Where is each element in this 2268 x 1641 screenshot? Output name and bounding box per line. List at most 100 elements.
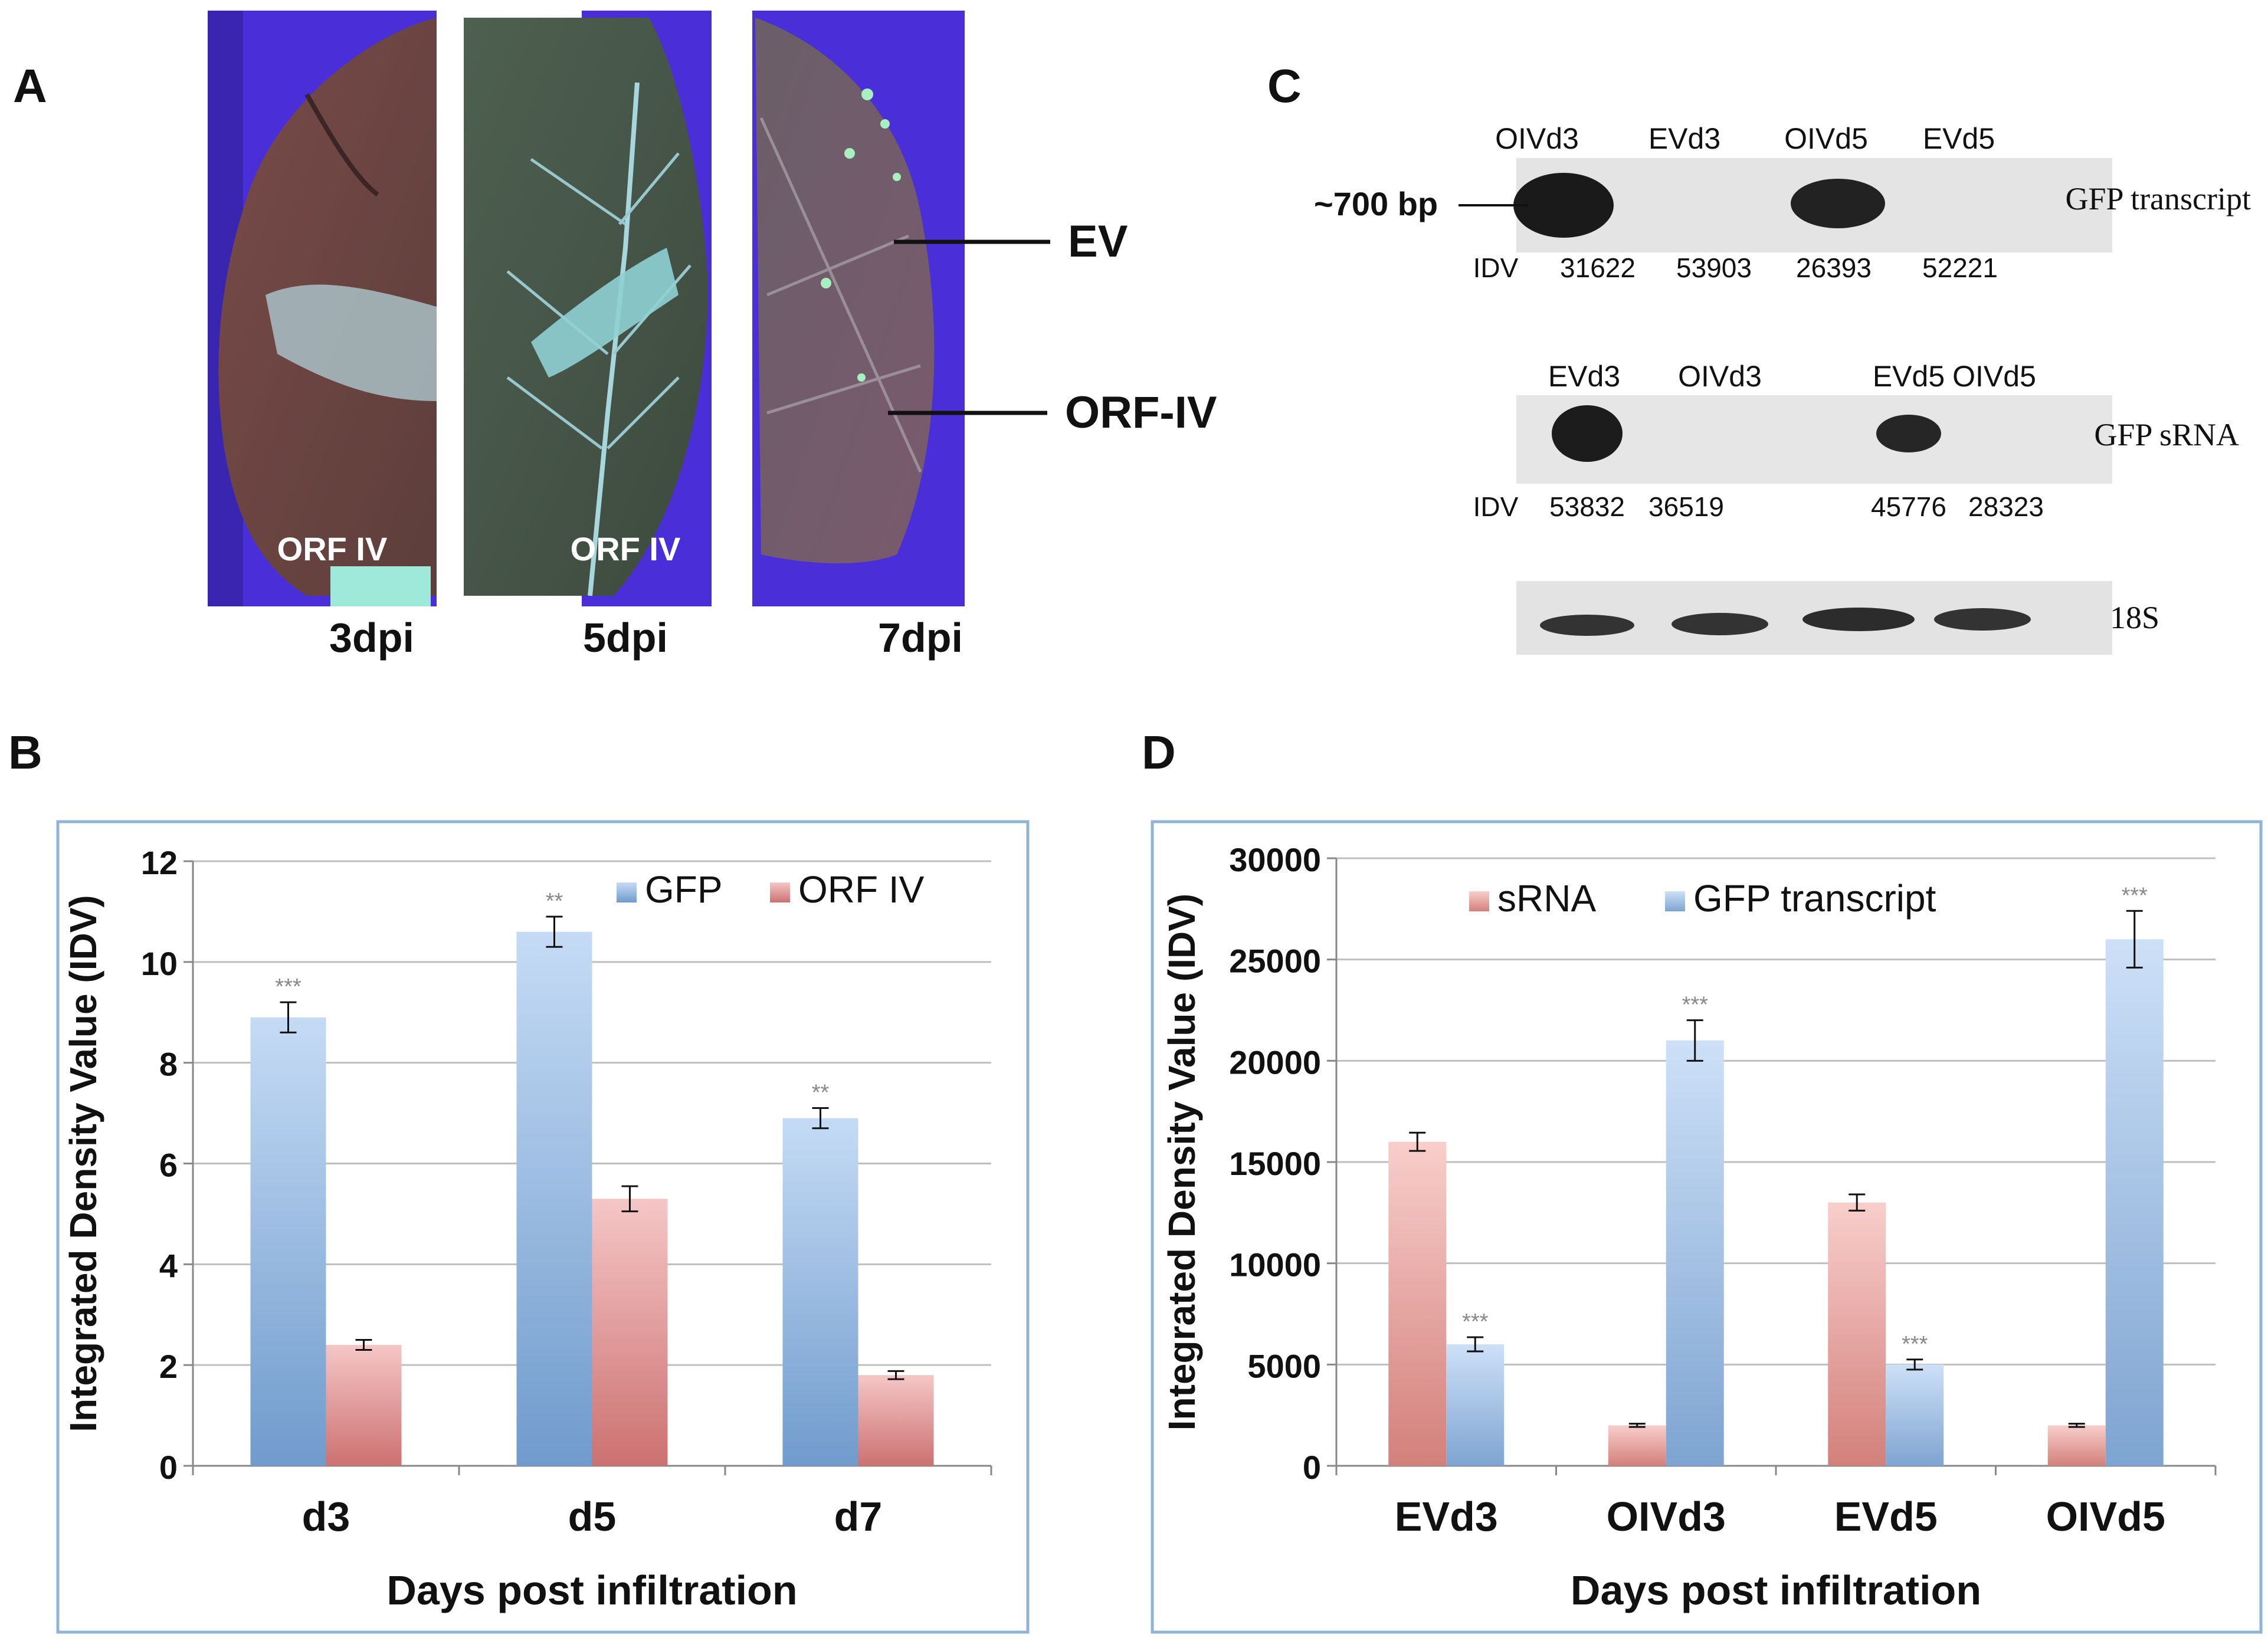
blot3-band-1 (1540, 615, 1634, 636)
blot1-band-1 (1513, 173, 1614, 238)
d-ytick-label: 5000 (1247, 1347, 1321, 1384)
chart-b: 0 2 4 6 8 10 12 d3 *** d5 ** d7 ** Days post infiltra… (56, 820, 1030, 1634)
d-bar-srna (1608, 1425, 1666, 1466)
b-ytick-label: 12 (141, 844, 178, 881)
b-significance-mark: ** (812, 1081, 830, 1105)
d-bar-srna (1828, 1202, 1886, 1466)
d-ytick-label: 30000 (1229, 841, 1321, 878)
b-bar-orf-iv (592, 1199, 668, 1466)
blot1-lane-3: OIVd5 (1784, 122, 1868, 155)
blot1-idv-3: 26393 (1796, 252, 1872, 283)
ev-annotation: EV (1068, 216, 1128, 267)
b-bar-gfp (250, 1017, 326, 1466)
blot2-right-label: GFP sRNA (2094, 417, 2239, 452)
blot3-right-label: 18S (2110, 600, 2159, 635)
blot2-idv-3: 45776 (1871, 491, 1946, 522)
d-legend-label: GFP transcript (1693, 877, 1936, 920)
blot3-band-4 (1934, 608, 2031, 631)
blot1-band-3 (1791, 179, 1885, 228)
d-legend-swatch (1665, 891, 1685, 911)
d-ytick-label: 15000 (1229, 1145, 1321, 1182)
b-y-axis-title: Integrated Density Value (IDV) (62, 895, 104, 1432)
blot1-lane-1: OIVd3 (1495, 122, 1579, 155)
b-legend-swatch (770, 882, 790, 902)
d-significance-mark: *** (1682, 993, 1709, 1018)
d-category-label: OIVd3 (1607, 1494, 1726, 1540)
leaf-7dpi (752, 11, 965, 606)
blot2-lane-3: EVd5 (1873, 360, 1945, 393)
b-ytick-label: 4 (159, 1247, 178, 1284)
panel-b-letter: B (8, 726, 42, 779)
b-legend-label: ORF IV (798, 868, 925, 911)
d-legend-label: sRNA (1497, 877, 1596, 920)
b-significance-mark: *** (275, 974, 301, 999)
b-category-label: d7 (834, 1494, 883, 1540)
blot2-idv-4: 28323 (1968, 491, 2044, 522)
blot1-right-label: GFP transcript (2066, 181, 2251, 216)
blot2-lane-4: OIVd5 (1952, 360, 2036, 393)
blot1-idv-4: 52221 (1922, 252, 1998, 283)
d-bar-gfp-transcript (1886, 1364, 1944, 1466)
blot1-lane-2: EVd3 (1648, 122, 1720, 155)
b-bar-orf-iv (858, 1375, 934, 1466)
d-significance-mark: *** (2122, 883, 2148, 908)
dpi-label-7: 7dpi (878, 615, 963, 661)
d-x-axis-title: Days post infiltration (1571, 1567, 1981, 1613)
d-bar-gfp-transcript (2105, 939, 2164, 1466)
b-ytick-label: 0 (159, 1449, 178, 1486)
b-ytick-label: 8 (159, 1046, 178, 1083)
dpi-label-3: 3dpi (329, 615, 414, 661)
orf-annotation: ORF-IV (1065, 388, 1217, 438)
panel-a-leaves: ORF IV ORF IV 3dpi 5dpi 7dpi EV ORF-IV (208, 11, 1217, 661)
d-significance-mark: *** (1462, 1309, 1489, 1334)
blot2-band-3 (1876, 415, 1941, 452)
b-bar-gfp (516, 931, 592, 1466)
b-significance-mark: ** (546, 889, 563, 914)
d-ytick-label: 20000 (1229, 1043, 1321, 1081)
blot2-lane-2: OIVd3 (1678, 360, 1762, 393)
b-bar-orf-iv (326, 1345, 402, 1466)
b-category-label: d3 (302, 1494, 350, 1540)
blot1-idv-2: 53903 (1676, 252, 1752, 283)
b-x-axis-title: Days post infiltration (386, 1567, 797, 1613)
leaf-3dpi (208, 11, 437, 606)
b-legend-swatch (617, 882, 637, 902)
d-ytick-label: 25000 (1229, 943, 1321, 980)
d-significance-mark: *** (1902, 1332, 1928, 1357)
leaf-5dpi-label: ORF IV (571, 530, 681, 567)
d-bar-srna (1388, 1141, 1447, 1466)
blot3-band-2 (1671, 613, 1768, 635)
d-category-label: OIVd5 (2046, 1494, 2165, 1540)
d-bar-gfp-transcript (1666, 1041, 1724, 1466)
b-bar-gfp (782, 1118, 858, 1466)
size-marker: ~700 bp (1314, 185, 1438, 222)
panel-a-letter: A (13, 60, 47, 112)
d-category-label: EVd3 (1395, 1494, 1498, 1540)
d-category-label: EVd5 (1834, 1494, 1938, 1540)
blot2-band-1 (1552, 405, 1623, 462)
dpi-label-5: 5dpi (583, 615, 668, 661)
leaf-5dpi (464, 11, 712, 606)
b-ytick-label: 6 (159, 1147, 178, 1184)
leaf-3dpi-label: ORF IV (277, 530, 388, 567)
chart-d: 0 5000 10000 15000 20000 25000 30000 EVd3 *** OIV… (1151, 820, 2263, 1634)
blot1-lane-4: EVd5 (1923, 122, 1995, 155)
b-legend-label: GFP (645, 868, 723, 911)
panel-c-blots: OIVd3 EVd3 OIVd5 EVd5 ~700 bp GFP transc… (1314, 122, 2251, 655)
d-ytick-label: 0 (1303, 1449, 1321, 1486)
blot1-idv-label: IDV (1473, 252, 1519, 283)
b-category-label: d5 (568, 1494, 617, 1540)
blot1-idv-1: 31622 (1560, 252, 1636, 283)
b-ytick-label: 2 (159, 1348, 178, 1385)
b-ytick-label: 10 (141, 945, 178, 982)
blot2-idv-1: 53832 (1549, 491, 1625, 522)
blot3-band-3 (1802, 608, 1915, 631)
d-bar-srna (2047, 1425, 2106, 1466)
d-y-axis-title: Integrated Density Value (IDV) (1161, 894, 1203, 1430)
blot2-idv-2: 36519 (1648, 491, 1724, 522)
d-legend-swatch (1469, 891, 1489, 911)
d-bar-gfp-transcript (1446, 1344, 1505, 1466)
blot2-lane-1: EVd3 (1548, 360, 1620, 393)
d-ytick-label: 10000 (1229, 1246, 1321, 1284)
panel-d-letter: D (1142, 726, 1176, 779)
